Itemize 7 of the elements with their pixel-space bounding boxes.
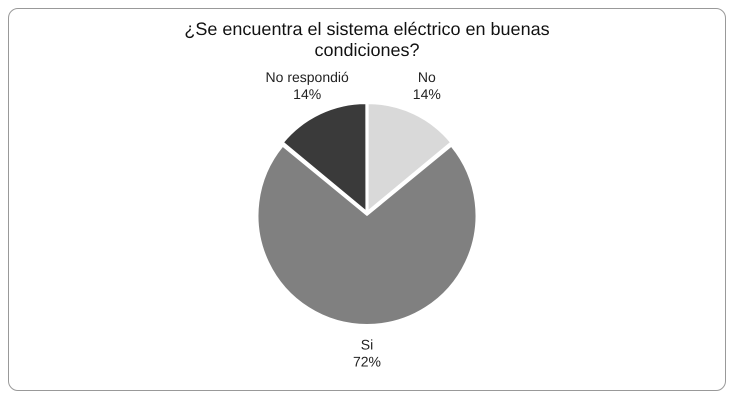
data-label: 72%: [352, 354, 382, 370]
data-label: 14%: [412, 86, 441, 102]
slice-label: No respondió: [266, 68, 350, 85]
slice-label: No: [418, 68, 436, 85]
slice-label: Si: [360, 336, 374, 352]
chart-title: ¿Se encuentra el sistema eléctrico en buenas condiciones?: [183, 19, 551, 61]
data-label: 14%: [293, 86, 322, 102]
